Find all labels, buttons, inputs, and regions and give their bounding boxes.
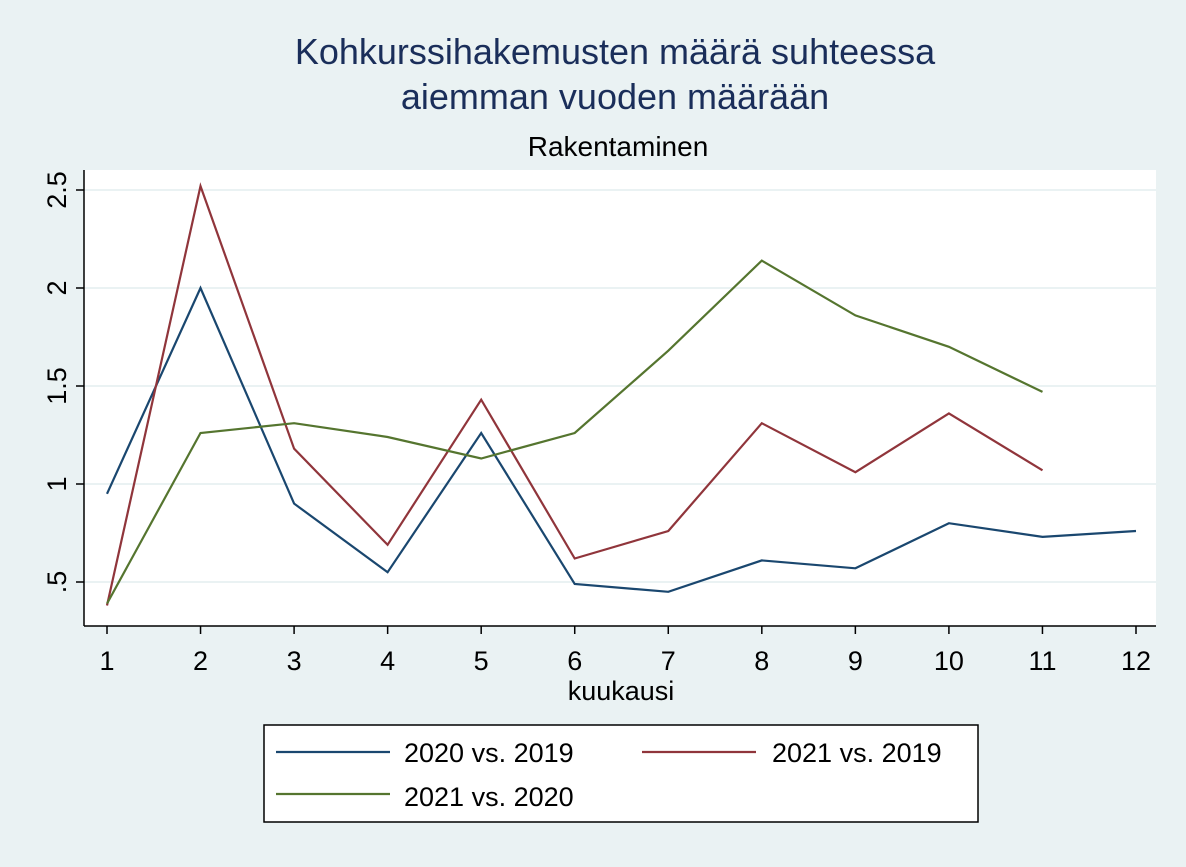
y-tick-label-2: 1.5 xyxy=(42,367,72,405)
x-tick-label-7: 8 xyxy=(754,646,769,676)
y-tick-label-1: 1 xyxy=(42,476,72,491)
grid-lines xyxy=(84,189,1156,583)
x-tick-label-9: 10 xyxy=(934,646,964,676)
y-tick-label-3: 2 xyxy=(42,280,72,295)
x-tick-label-2: 3 xyxy=(287,646,302,676)
x-tick-label-8: 9 xyxy=(848,646,863,676)
series-line-2 xyxy=(105,182,1044,606)
chart-subtitle: Rakentaminen xyxy=(528,131,709,162)
legend-label-series-3: 2021 vs. 2020 xyxy=(404,782,574,812)
plot-area xyxy=(84,170,1156,626)
legend: 2020 vs. 2019 2021 vs. 2019 2021 vs. 202… xyxy=(263,724,979,823)
x-tick-label-1: 2 xyxy=(193,646,208,676)
chart-title-line-1: Kohkurssihakemusten määrä suhteessa xyxy=(295,31,936,72)
x-tick-label-10: 11 xyxy=(1028,646,1056,676)
x-tick-label-5: 6 xyxy=(567,646,582,676)
x-axis-label: kuukausi xyxy=(568,676,675,706)
legend-box xyxy=(263,724,979,823)
legend-label-series-1: 2020 vs. 2019 xyxy=(404,738,574,768)
axes: .511.522.51 2 3 4 5 6 7 8 9 10 11 12 xyxy=(42,170,1156,676)
series-line-3 xyxy=(106,259,1043,605)
y-tick-label-4: 2.5 xyxy=(42,171,72,209)
series-line-1 xyxy=(105,285,1137,593)
x-tick-label-0: 1 xyxy=(99,646,114,676)
x-tick-label-4: 5 xyxy=(474,646,489,676)
series-lines xyxy=(105,182,1137,606)
x-tick-label-6: 7 xyxy=(661,646,676,676)
x-tick-label-3: 4 xyxy=(380,646,395,676)
legend-label-series-2: 2021 vs. 2019 xyxy=(772,738,942,768)
y-tick-label-0: .5 xyxy=(42,571,72,594)
x-tick-label-11: 12 xyxy=(1121,646,1151,676)
chart-title-line-2: aiemman vuoden määrään xyxy=(401,76,829,117)
